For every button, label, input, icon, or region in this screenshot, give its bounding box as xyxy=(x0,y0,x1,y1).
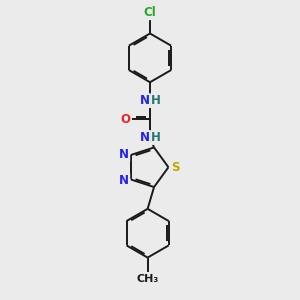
Text: CH₃: CH₃ xyxy=(136,274,159,284)
Text: N: N xyxy=(140,94,150,107)
Text: S: S xyxy=(171,161,179,174)
Text: N: N xyxy=(140,131,150,144)
Text: N: N xyxy=(119,148,129,161)
Text: N: N xyxy=(119,174,129,187)
Text: H: H xyxy=(151,94,161,107)
Text: Cl: Cl xyxy=(144,6,156,19)
Text: O: O xyxy=(120,112,130,126)
Text: H: H xyxy=(151,131,161,144)
